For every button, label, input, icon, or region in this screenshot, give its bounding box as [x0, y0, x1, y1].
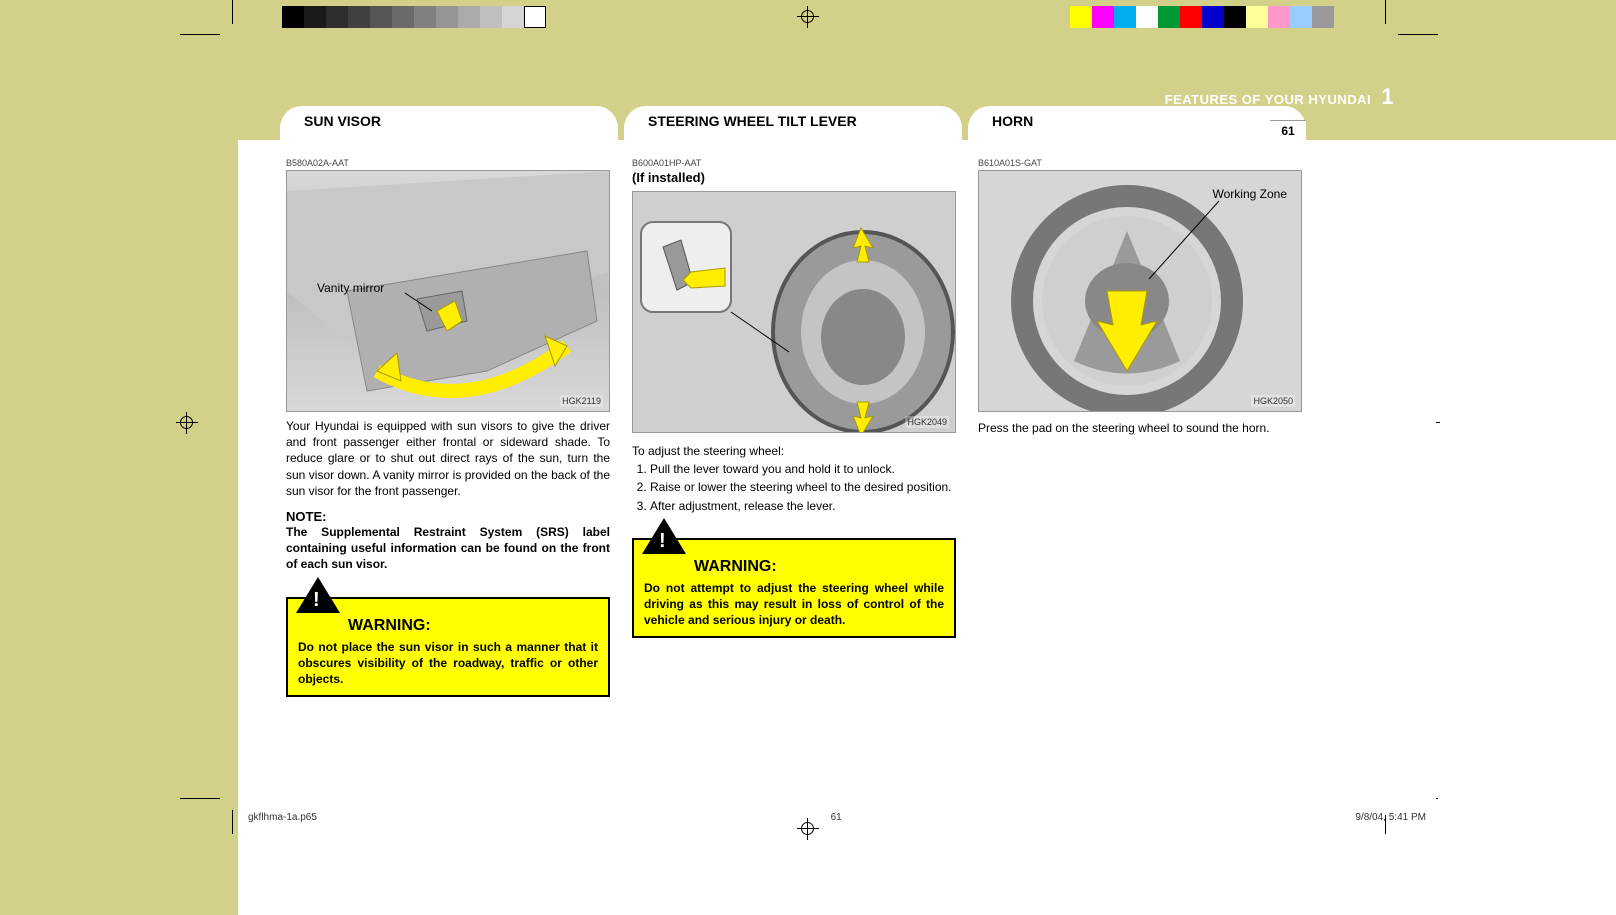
- tab-title: STEERING WHEEL TILT LEVER: [648, 113, 857, 129]
- body-text: Press the pad on the steering wheel to s…: [978, 420, 1302, 436]
- step-item: Pull the lever toward you and hold it to…: [650, 461, 956, 477]
- column-horn: B610A01S-GAT Working Zone HGK2050 Press …: [978, 158, 1302, 436]
- step-item: Raise or lower the steering wheel to the…: [650, 479, 956, 495]
- color-swatch: [1246, 6, 1268, 28]
- color-swatch: [1114, 6, 1136, 28]
- figure-annotation-vanity-mirror: Vanity mirror: [317, 281, 384, 295]
- gray-swatch: [304, 6, 326, 28]
- gray-swatch: [326, 6, 348, 28]
- crop-mark: [1385, 0, 1386, 24]
- part-code: B580A02A-AAT: [286, 158, 610, 168]
- warning-triangle-icon: !: [296, 577, 340, 613]
- horn-illustration: [979, 171, 1302, 412]
- chapter-label: FEATURES OF YOUR HYUNDAI: [1165, 92, 1372, 107]
- tab-title: SUN VISOR: [304, 113, 381, 129]
- color-swatch: [1290, 6, 1312, 28]
- body-text: Your Hyundai is equipped with sun visors…: [286, 418, 610, 499]
- crop-mark: [180, 798, 220, 799]
- part-code: B610A01S-GAT: [978, 158, 1302, 168]
- subtitle-if-installed: (If installed): [632, 170, 956, 185]
- footer-filename: gkflhma-1a.p65: [248, 812, 317, 823]
- figure-sun-visor: Vanity mirror HGK2119: [286, 170, 610, 412]
- gray-swatch: [480, 6, 502, 28]
- section-tab-sun-visor: SUN VISOR: [280, 106, 618, 140]
- column-sun-visor: B580A02A-AAT Vanity mirror HGK2119 Your …: [286, 158, 610, 697]
- color-swatch: [1158, 6, 1180, 28]
- gray-swatch: [282, 6, 304, 28]
- chapter-number: 1: [1381, 84, 1394, 109]
- page-number: 61: [1270, 120, 1306, 140]
- step-item: After adjustment, release the lever.: [650, 498, 956, 514]
- gray-swatch: [414, 6, 436, 28]
- intro-text: To adjust the steering wheel:: [632, 443, 956, 459]
- footer: gkflhma-1a.p65 61 9/8/04, 5:41 PM: [248, 812, 1426, 823]
- gray-swatch: [502, 6, 524, 28]
- steering-tilt-illustration: [633, 192, 956, 433]
- section-tab-steering-tilt: STEERING WHEEL TILT LEVER: [624, 106, 962, 140]
- warning-body: Do not place the sun visor in such a man…: [298, 639, 598, 688]
- figure-id: HGK2050: [1251, 395, 1295, 407]
- part-code: B600A01HP-AAT: [632, 158, 956, 168]
- color-swatch: [1202, 6, 1224, 28]
- warning-title: WARNING:: [348, 617, 598, 635]
- crop-mark: [232, 0, 233, 24]
- color-swatch: [1092, 6, 1114, 28]
- gray-swatch: [436, 6, 458, 28]
- crop-mark: [1398, 34, 1438, 35]
- gray-swatch: [392, 6, 414, 28]
- figure-horn: Working Zone HGK2050: [978, 170, 1302, 412]
- figure-annotation-working-zone: Working Zone: [1213, 187, 1287, 201]
- warning-body: Do not attempt to adjust the steering wh…: [644, 580, 944, 629]
- color-swatch: [1136, 6, 1158, 28]
- figure-id: HGK2119: [560, 395, 603, 407]
- footer-date: 9/8/04, 5:41 PM: [1355, 812, 1426, 823]
- color-swatch: [1070, 6, 1092, 28]
- crop-mark: [180, 34, 220, 35]
- adjustment-steps: Pull the lever toward you and hold it to…: [632, 461, 956, 514]
- color-swatch: [1180, 6, 1202, 28]
- color-swatch: [1312, 6, 1334, 28]
- color-swatch: [1268, 6, 1290, 28]
- registration-mark-icon: [797, 6, 819, 28]
- warning-title: WARNING:: [694, 558, 944, 576]
- crop-mark: [232, 810, 233, 834]
- footer-page: 61: [831, 812, 842, 823]
- warning-box-steering: ! WARNING: Do not attempt to adjust the …: [632, 538, 956, 639]
- registration-mark-icon: [176, 412, 198, 434]
- note-heading: NOTE:: [286, 509, 610, 524]
- figure-steering-tilt: HGK2049: [632, 191, 956, 433]
- column-steering-tilt: B600A01HP-AAT (If installed) HGK2049 To …: [632, 158, 956, 638]
- gray-swatch: [370, 6, 392, 28]
- section-tab-horn: HORN 61: [968, 106, 1306, 140]
- figure-id: HGK2049: [905, 416, 949, 428]
- note-body: The Supplemental Restraint System (SRS) …: [286, 524, 610, 573]
- warning-triangle-icon: !: [642, 518, 686, 554]
- gray-swatch: [458, 6, 480, 28]
- header-area: FEATURES OF YOUR HYUNDAI 1 SUN VISOR STE…: [238, 74, 1436, 140]
- page-content: B580A02A-AAT Vanity mirror HGK2119 Your …: [238, 140, 1436, 815]
- gray-swatch: [348, 6, 370, 28]
- gray-swatch: [524, 6, 546, 28]
- tab-title: HORN: [992, 113, 1033, 129]
- warning-box-sun-visor: ! WARNING: Do not place the sun visor in…: [286, 597, 610, 698]
- color-swatch: [1224, 6, 1246, 28]
